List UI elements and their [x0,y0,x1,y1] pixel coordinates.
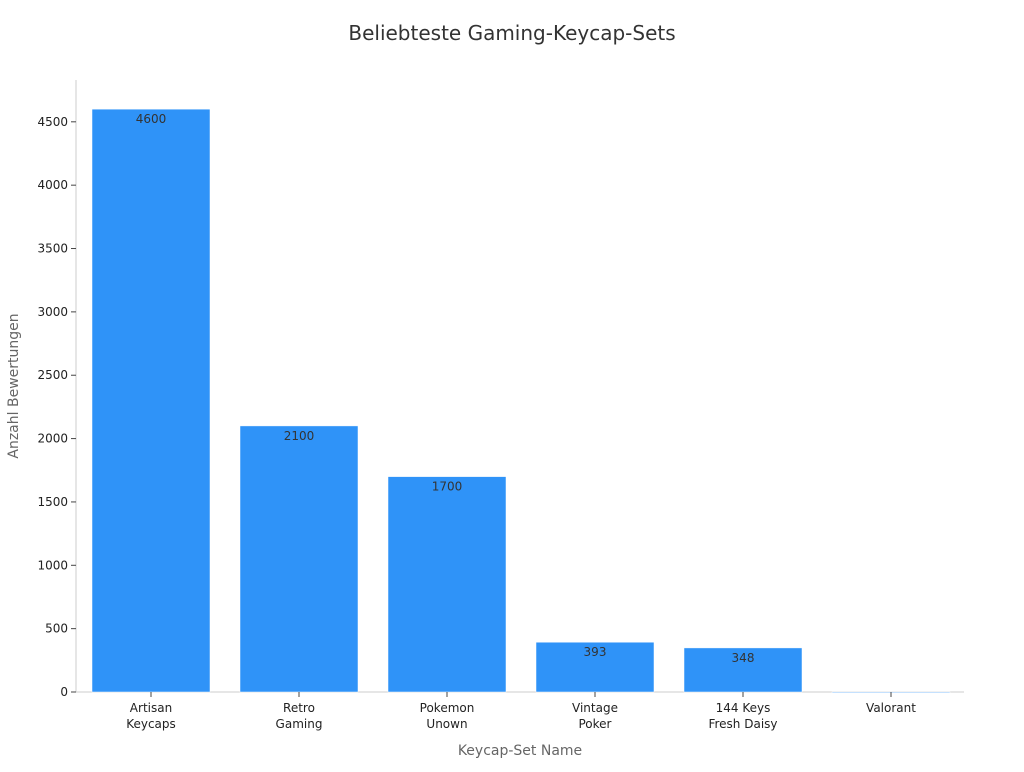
y-tick-label: 0 [60,685,68,699]
x-tick-label: Retro [283,701,315,715]
x-tick-label: Poker [579,717,612,731]
x-tick-label: Vintage [572,701,618,715]
x-axis-label: Keycap-Set Name [458,743,582,759]
chart-title: Beliebteste Gaming-Keycap-Sets [348,21,675,45]
y-tick-label: 500 [45,622,68,636]
y-axis-label: Anzahl Bewertungen [6,313,22,458]
x-tick-label: 144 Keys [716,701,771,715]
bar [91,108,211,693]
bar [387,476,507,693]
y-tick-label: 1000 [37,558,68,572]
data-label: 393 [584,645,607,659]
x-tick-label: Gaming [276,717,323,731]
y-tick-label: 4000 [37,178,68,192]
data-label: 4600 [136,112,167,126]
x-tick-label: Pokemon [420,701,475,715]
x-tick-label: Valorant [866,701,916,715]
y-tick-label: 4500 [37,115,68,129]
plot-area: 0 500 1000 1500 2000 2500 3000 3500 4000 4500 4600… [37,80,964,731]
y-tick-label: 1500 [37,495,68,509]
data-label: 1700 [432,480,463,494]
data-label: 2100 [284,429,315,443]
data-label: 348 [732,651,755,665]
y-tick-label: 2500 [37,368,68,382]
y-tick-label: 3500 [37,242,68,256]
bar [535,641,655,693]
x-tick-label: Fresh Daisy [708,717,777,731]
y-tick-label: 2000 [37,432,68,446]
x-tick-label: Keycaps [126,717,176,731]
bar [239,425,359,693]
x-tick-label: Unown [426,717,467,731]
y-tick-label: 3000 [37,305,68,319]
x-tick-label: Artisan [130,701,172,715]
